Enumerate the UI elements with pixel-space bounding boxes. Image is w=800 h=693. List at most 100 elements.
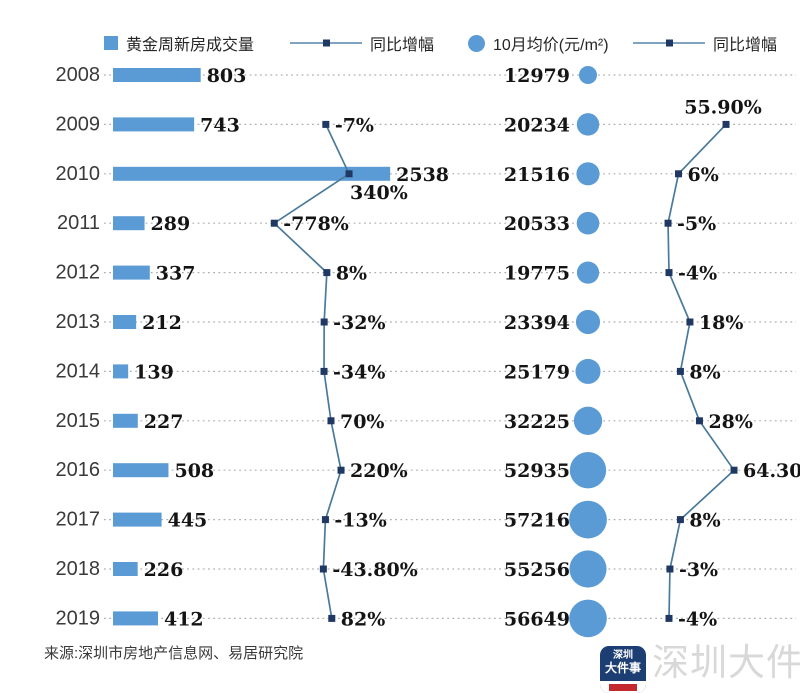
year-label-2016: 2016 xyxy=(56,459,101,481)
price-yoy-marker-2011 xyxy=(664,219,672,227)
price-value-2016: 52935 xyxy=(504,460,570,482)
source-note: 来源:深圳市房地产信息网、易居研究院 xyxy=(44,645,304,662)
volume-yoy-label-2017: -13% xyxy=(334,510,386,532)
price-bubble-2008 xyxy=(578,65,598,85)
volume-bar-2013 xyxy=(113,315,137,329)
volume-bar-2009 xyxy=(113,117,195,132)
price-yoy-marker-2010 xyxy=(675,170,683,178)
line-marker-swatch-icon xyxy=(290,38,362,48)
legend-item-price: 10月均价(元/m²) xyxy=(468,33,609,54)
volume-yoy-label-2018: -43.80% xyxy=(332,559,417,581)
price-bubble-2018 xyxy=(569,550,607,588)
price-bubble-2019 xyxy=(569,599,607,638)
year-label-2013: 2013 xyxy=(56,311,101,333)
price-yoy-marker-2016 xyxy=(730,466,738,474)
volume-value-2019: 412 xyxy=(164,608,204,630)
bubble-swatch-icon xyxy=(468,34,485,52)
price-yoy-label-2014: 8% xyxy=(689,361,720,383)
legend-label-price-yoy: 同比增幅 xyxy=(713,37,778,54)
price-yoy-marker-2009 xyxy=(722,120,730,128)
volume-value-2013: 212 xyxy=(142,312,182,334)
volume-yoy-marker-2015 xyxy=(327,417,335,425)
volume-yoy-marker-2009 xyxy=(322,120,330,128)
price-yoy-marker-2015 xyxy=(695,417,703,425)
price-yoy-label-2017: 8% xyxy=(689,510,720,532)
price-yoy-marker-2019 xyxy=(665,614,673,622)
year-label-2014: 2014 xyxy=(56,360,101,382)
year-label-2012: 2012 xyxy=(56,262,101,284)
price-bubble-2015 xyxy=(573,406,603,435)
price-bubble-2014 xyxy=(575,358,601,384)
legend-item-price-yoy: 同比增幅 xyxy=(633,33,778,54)
price-bubble-2013 xyxy=(575,309,601,335)
price-value-2019: 56649 xyxy=(504,608,570,630)
volume-yoy-label-2016: 220% xyxy=(350,460,408,482)
volume-value-2008: 803 xyxy=(207,65,247,87)
price-value-2013: 23394 xyxy=(504,312,570,334)
logo-text-line1: 深圳 xyxy=(613,650,633,661)
volume-yoy-label-2019: 82% xyxy=(341,608,386,630)
volume-bar-2015 xyxy=(113,413,138,428)
volume-value-2010: 2538 xyxy=(396,164,449,186)
price-yoy-label-2018: -3% xyxy=(679,559,718,581)
volume-bar-2018 xyxy=(113,562,138,576)
volume-value-2015: 227 xyxy=(144,411,184,433)
price-bubble-2011 xyxy=(576,211,600,235)
volume-yoy-marker-2019 xyxy=(328,614,336,622)
volume-bar-2016 xyxy=(113,463,169,478)
line-marker-swatch-icon xyxy=(633,38,705,48)
volume-value-2018: 226 xyxy=(144,559,184,581)
volume-yoy-label-2012: 8% xyxy=(336,263,367,285)
volume-yoy-label-2013: -32% xyxy=(333,312,385,334)
price-value-2017: 57216 xyxy=(504,510,570,532)
price-value-2018: 55256 xyxy=(504,559,570,581)
price-value-2009: 20234 xyxy=(504,114,570,136)
year-label-2011: 2011 xyxy=(57,212,100,234)
legend-label-volume: 黄金周新房成交量 xyxy=(126,37,255,54)
price-bubble-2016 xyxy=(569,452,607,489)
volume-yoy-label-2009: -7% xyxy=(335,114,374,136)
logo-footer xyxy=(600,681,646,693)
legend-item-volume: 黄金周新房成交量 xyxy=(104,33,255,54)
year-label-2018: 2018 xyxy=(56,558,101,580)
volume-bar-2008 xyxy=(113,68,201,82)
price-value-2012: 19775 xyxy=(504,263,570,285)
volume-value-2012: 337 xyxy=(156,263,196,285)
volume-yoy-marker-2012 xyxy=(323,269,331,277)
volume-bar-2012 xyxy=(113,265,150,280)
volume-yoy-marker-2018 xyxy=(319,565,327,573)
legend-label-volume-yoy: 同比增幅 xyxy=(370,37,435,54)
price-value-2015: 32225 xyxy=(504,411,570,433)
shenzhen-news-logo: 深圳 大件事 xyxy=(600,646,646,693)
price-yoy-marker-2017 xyxy=(676,516,684,524)
volume-yoy-marker-2013 xyxy=(320,318,328,326)
year-label-2015: 2015 xyxy=(56,410,101,432)
volume-yoy-marker-2010 xyxy=(345,170,353,178)
volume-yoy-label-2015: 70% xyxy=(340,411,385,433)
year-label-2019: 2019 xyxy=(56,607,101,629)
year-label-2009: 2009 xyxy=(56,113,101,135)
volume-bar-2011 xyxy=(113,216,145,231)
legend-label-price: 10月均价(元/m²) xyxy=(493,37,609,54)
volume-yoy-marker-2017 xyxy=(321,516,329,524)
price-yoy-marker-2013 xyxy=(686,318,694,326)
volume-yoy-marker-2011 xyxy=(270,219,278,227)
year-label-2010: 2010 xyxy=(56,163,101,185)
volume-yoy-marker-2014 xyxy=(320,367,328,375)
volume-yoy-marker-2016 xyxy=(337,466,345,474)
volume-yoy-label-2010: 340% xyxy=(350,182,408,204)
volume-yoy-label-2014: -34% xyxy=(333,361,385,383)
price-yoy-label-2011: -5% xyxy=(677,213,716,235)
volume-value-2017: 445 xyxy=(168,510,208,532)
volume-bar-2017 xyxy=(113,512,162,527)
price-value-2010: 21516 xyxy=(504,164,570,186)
price-bubble-2017 xyxy=(569,500,607,539)
logo-red-banner xyxy=(609,683,637,691)
year-label-2017: 2017 xyxy=(56,509,101,531)
bar-swatch-icon xyxy=(104,36,118,50)
price-yoy-label-2015: 28% xyxy=(708,411,753,433)
price-value-2011: 20533 xyxy=(504,213,570,235)
price-value-2014: 25179 xyxy=(504,361,570,383)
